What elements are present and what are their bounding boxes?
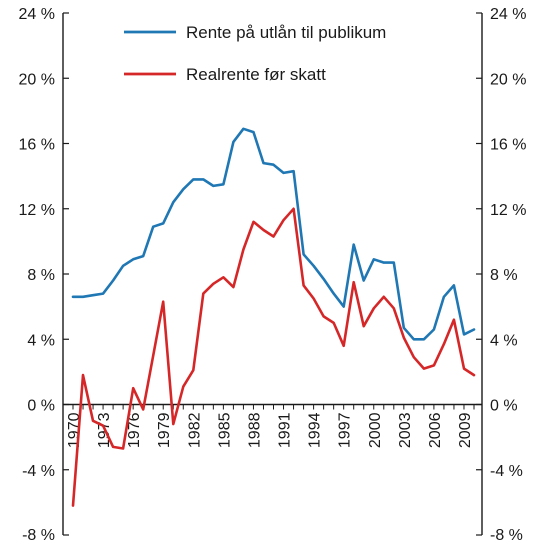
y-tick-label-left: 8 % — [27, 267, 55, 284]
series-layer — [71, 127, 476, 507]
y-tick-label-right: 24 % — [490, 6, 526, 23]
y-tick-label-left: 0 % — [27, 398, 55, 415]
legend-label-1: Rente på utlån til publikum — [186, 23, 386, 42]
y-tick-label-left: 4 % — [27, 332, 55, 349]
axes-layer: -8 % -8 % -4 % -4 % 0 % 0 % 4 % 4 % 8 % 8 % 12 % 12… — [19, 6, 527, 544]
series-line-2 — [71, 207, 476, 507]
x-tick-label: 2003 — [397, 412, 414, 448]
y-tick-label-right: 16 % — [490, 137, 526, 154]
y-tick-label-right: 12 % — [490, 202, 526, 219]
x-tick-label: 1991 — [277, 412, 294, 448]
x-tick-label: 2009 — [457, 412, 474, 448]
x-tick-label: 2006 — [427, 412, 444, 448]
x-tick-label: 1997 — [337, 412, 354, 448]
y-tick-label-left: 12 % — [19, 202, 55, 219]
x-tick-label: 1982 — [186, 412, 203, 448]
legend-label-2: Realrente før skatt — [186, 65, 326, 84]
y-tick-label-right: 8 % — [490, 267, 518, 284]
y-tick-label-left: -4 % — [22, 463, 55, 480]
x-tick-label: 1979 — [156, 412, 173, 448]
y-tick-label-right: -8 % — [490, 527, 523, 544]
y-tick-label-left: 20 % — [19, 71, 55, 88]
y-tick-label-right: -4 % — [490, 463, 523, 480]
x-tick-label: 1988 — [246, 412, 263, 448]
y-tick-label-right: 4 % — [490, 332, 518, 349]
legend: Rente på utlån til publikum Realrente før… — [124, 23, 386, 84]
y-tick-label-left: 24 % — [19, 6, 55, 23]
x-tick-label: 1976 — [126, 412, 143, 448]
y-tick-label-right: 0 % — [490, 398, 518, 415]
x-tick-label: 1985 — [216, 412, 233, 448]
y-tick-label-left: -8 % — [22, 527, 55, 544]
x-tick-label: 1994 — [307, 412, 324, 448]
x-tick-label: 2000 — [367, 412, 384, 448]
y-tick-label-left: 16 % — [19, 137, 55, 154]
series-line-1 — [71, 127, 476, 341]
y-tick-label-right: 20 % — [490, 71, 526, 88]
